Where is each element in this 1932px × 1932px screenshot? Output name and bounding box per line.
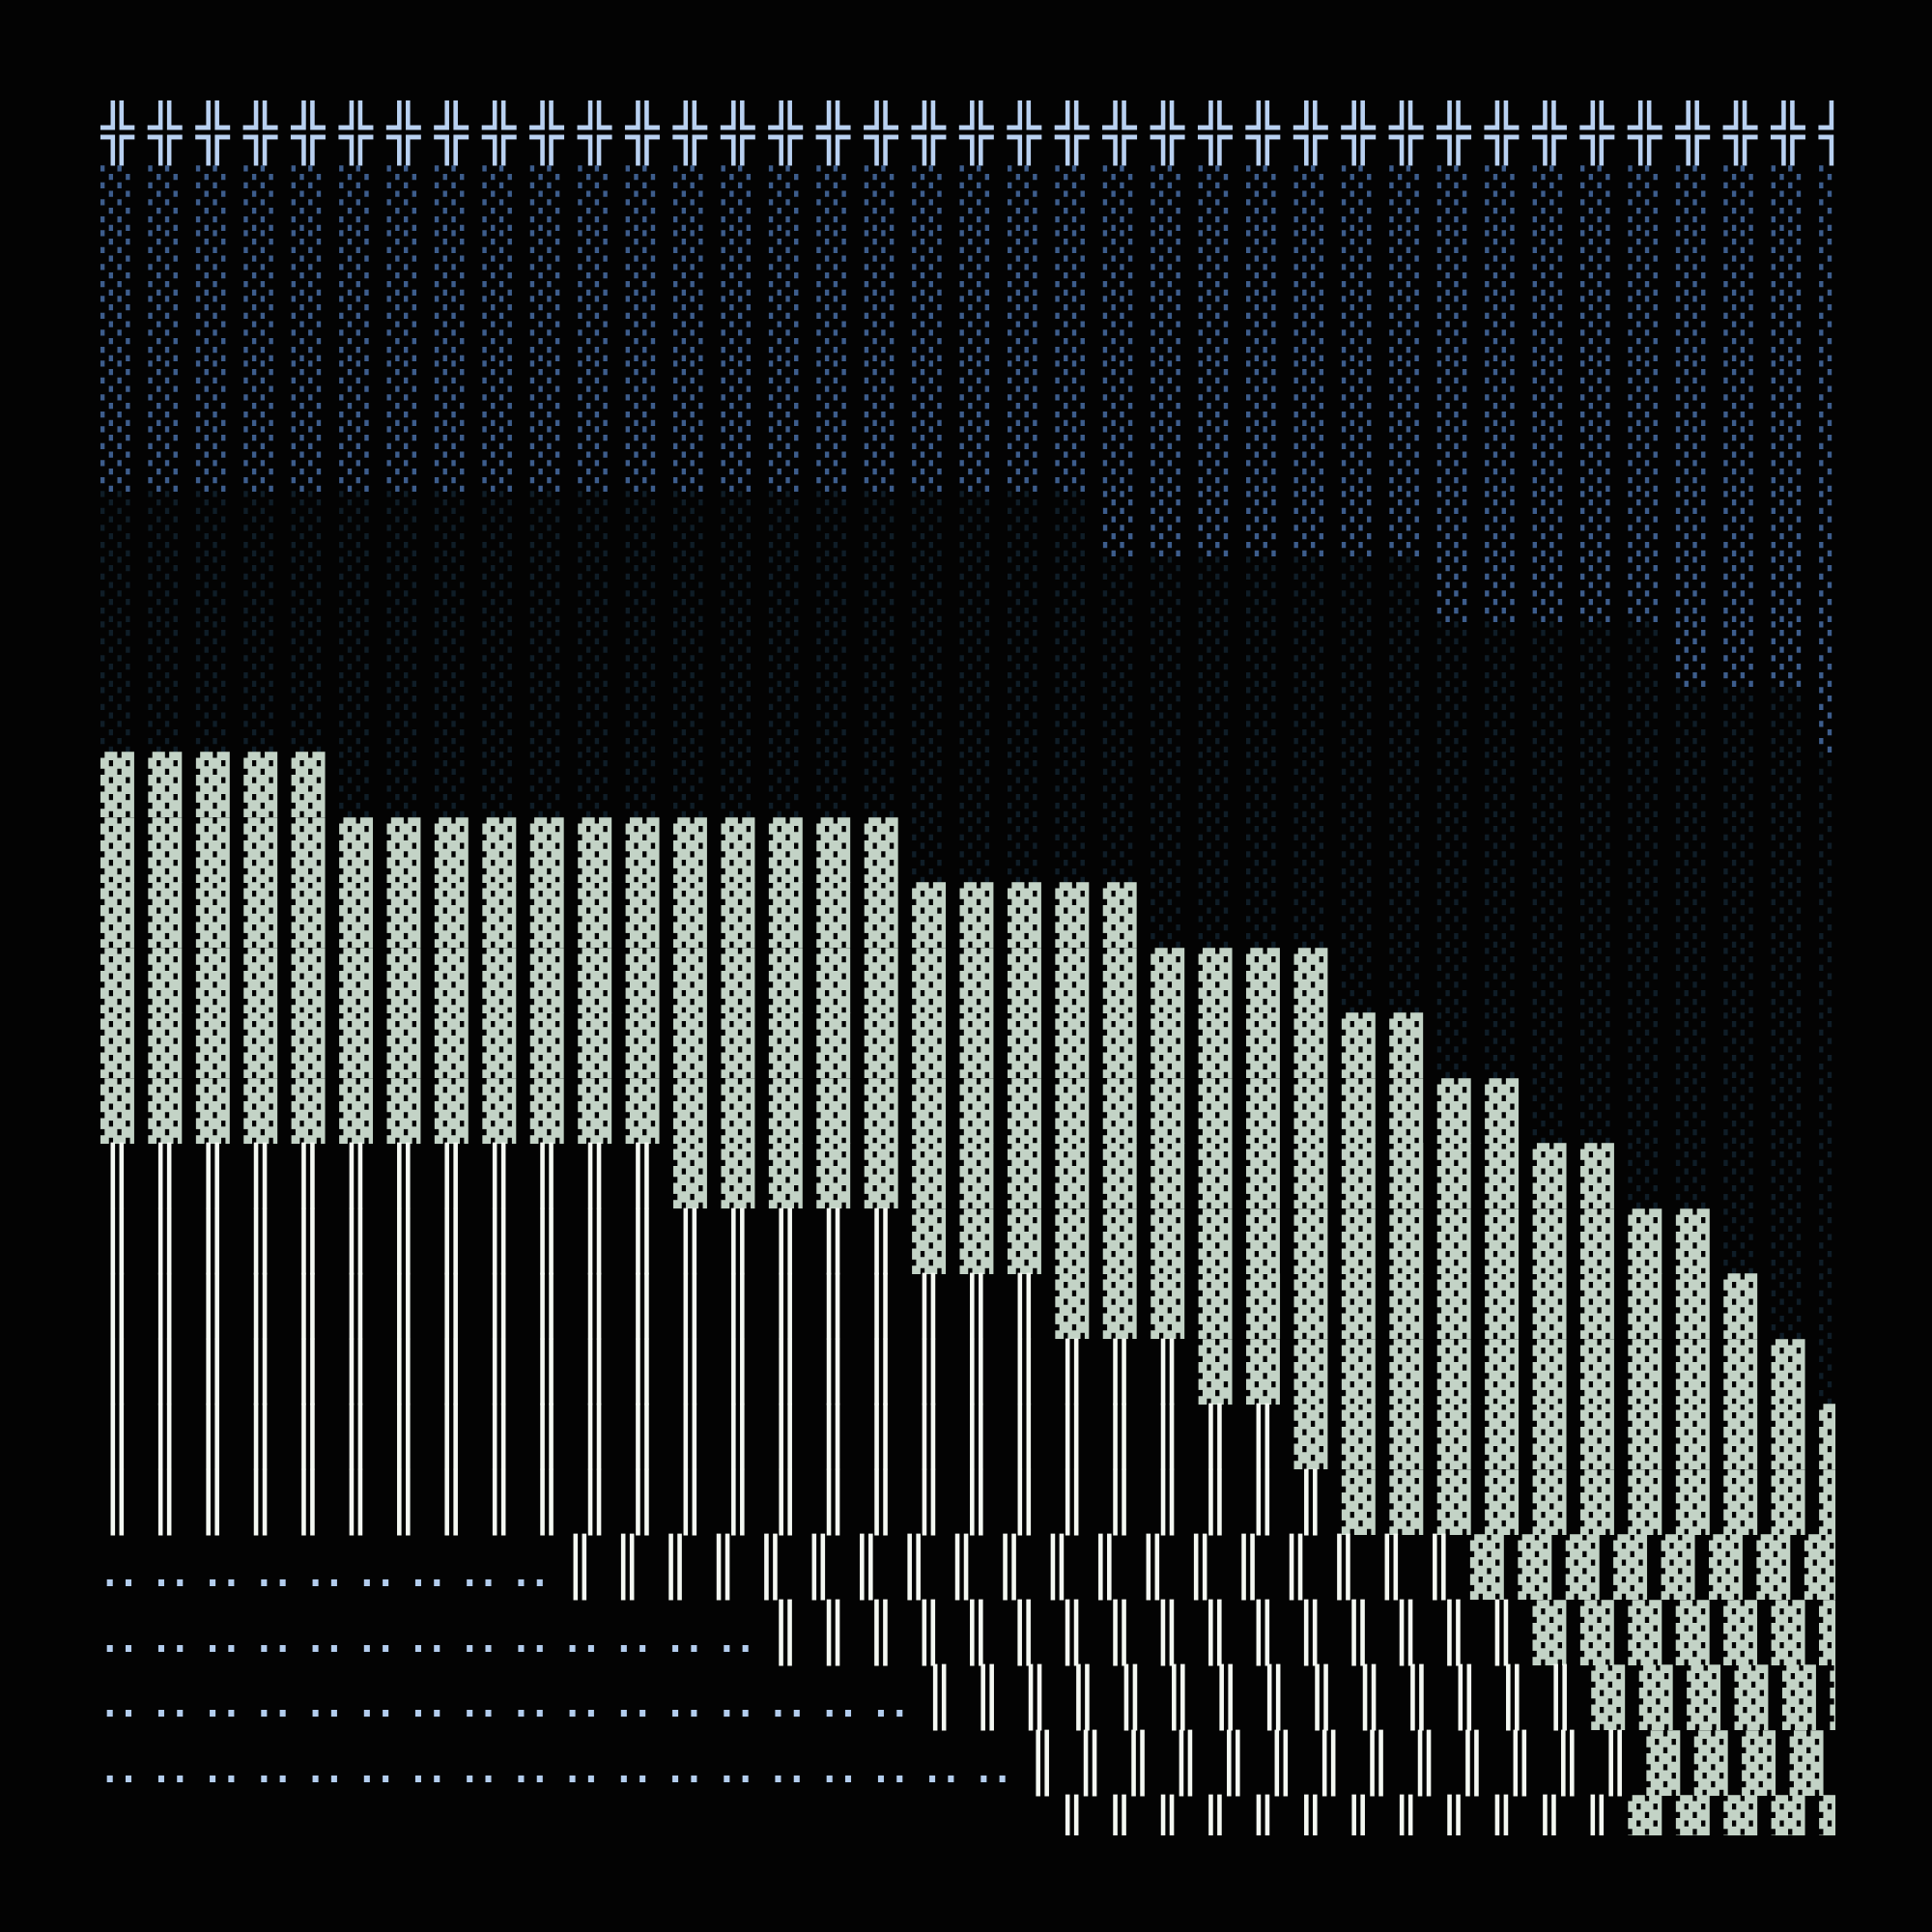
double-bar-glyph-run: ║║║║║║║║║║║║║║║║║║║║║║║║║║ bbox=[100, 1468, 1342, 1535]
double-bar-glyph-run: ║║║║║║║║║║║║║ bbox=[1025, 1729, 1647, 1796]
art-row: ║║║║║║║║║║║║║║║║║▓▓▓▓▓▓▓▓▓▓▓▓▓▓▓▓▓░░░ bbox=[100, 1208, 1835, 1275]
light-shade-glyph-run: ░░░░░░░░░░░░░░░░░░░░ bbox=[912, 816, 1835, 883]
dark-shade-glyph-run: ▓▓▓▓▓▓ bbox=[1646, 1729, 1835, 1796]
character-art-grid: ╬╬╬╬╬╬╬╬╬╬╬╬╬╬╬╬╬╬╬╬╬╬╬╬╬╬╬╬╬╬╬╬╬╬╬╬╬ ░░░… bbox=[100, 100, 1835, 1835]
art-row: ‥‥‥‥‥‥‥‥‥║║║║║║║║║║║║║║║║║║║▓▓▓▓▓▓▓▓▓ bbox=[100, 1534, 1835, 1601]
double-bar-glyph-run: ║║║║║║║║║║║║║║║║║║║║ bbox=[100, 1273, 1056, 1339]
double-bar-glyph-run: ║║║║║║║║║║║║ bbox=[100, 1143, 674, 1208]
dark-shade-glyph-run: ▓▓▓▓▓ bbox=[100, 752, 340, 817]
double-bar-glyph-run: ║║║║║║║║║║║║║║ bbox=[923, 1664, 1592, 1730]
light-shade-glyph-run: ░░░░░░░░░░░░░░░░░░░░░░░░░░░░░░░░░░░░░ bbox=[100, 164, 1835, 231]
art-row: ▓▓▓▓▓▓▓▓▓▓▓▓▓▓▓▓▓▓▓▓▓▓▓▓▓▓░░░░░░░░░░░ bbox=[100, 947, 1835, 1014]
dark-shade-glyph-run: ▓▓▓▓▓▓▓▓▓▓▓▓▓▓▓▓▓▓▓▓ bbox=[673, 1143, 1629, 1208]
double-bar-glyph-run: ║║║║║║║║║║║║║║║║ bbox=[768, 1599, 1533, 1665]
art-row: ▓▓▓▓▓▓▓▓▓▓▓▓▓▓▓▓▓░░░░░░░░░░░░░░░░░░░░ bbox=[100, 816, 1835, 884]
dots-glyph-run: ‥‥‥‥‥‥‥‥‥‥‥‥‥‥‥‥ bbox=[100, 1664, 923, 1730]
light-shade-glyph-run: ░░░░░░░ bbox=[1532, 1077, 1835, 1144]
light-shade-glyph-run: ░░░░░░░░░░░░░░░░░░░░░░░░░░░░░░░░░ bbox=[100, 621, 1676, 687]
art-row: ‥‥‥‥‥‥‥‥‥‥‥‥‥║║║║║║║║║║║║║║║║▓▓▓▓▓▓▓▓ bbox=[100, 1599, 1835, 1666]
art-row: ░░░░░░░░░░░░░░░░░░░░░░░░░░░░░░░░░░░░░ bbox=[100, 295, 1835, 362]
dark-shade-glyph-run: ▓▓▓▓▓ bbox=[1628, 1795, 1835, 1835]
blank-run bbox=[100, 1795, 1055, 1835]
light-shade-glyph-run: ░░░░░░░░░░░░░░░░░░░░░ bbox=[100, 491, 1103, 556]
light-shade-glyph-run: ░ bbox=[1819, 1339, 1835, 1405]
double-bar-glyph-run: ║║║║║║║║║║║║║║║║║ bbox=[100, 1208, 913, 1274]
dark-shade-glyph-run: ▓▓▓▓▓▓▓▓▓▓▓▓▓▓▓▓▓▓▓▓▓▓▓▓▓▓ bbox=[100, 947, 1342, 1013]
dark-shade-glyph-run: ▓▓▓▓▓▓▓▓▓▓▓▓▓▓▓ bbox=[1055, 1273, 1772, 1339]
art-row: ║║║║║║║║║║║║║║║║║║║║║║║║║▓▓▓▓▓▓▓▓▓▓▓▓ bbox=[100, 1404, 1835, 1470]
dark-shade-glyph-run: ▓▓▓▓▓▓▓▓▓ bbox=[1469, 1534, 1835, 1600]
dark-shade-glyph-run: ▓▓▓▓▓▓▓▓▓▓▓▓▓▓▓▓▓ bbox=[100, 816, 913, 883]
light-shade-glyph-run: ░░░░░░░░░░░░░░░░░░░░░░░░░░░░ bbox=[100, 555, 1437, 622]
light-shade-glyph-run: ░░░░░░░░░░░░░░░░░░░░░░░░░░░░░░░░░░░░░ bbox=[100, 360, 1835, 426]
dark-shade-glyph-run: ▓▓▓▓▓▓▓▓▓▓▓▓ bbox=[1293, 1404, 1835, 1469]
double-bar-glyph-run: ║║║║║║║║║║║║ bbox=[1055, 1795, 1629, 1835]
art-row: ▓▓▓▓▓▓▓▓▓▓▓▓▓▓▓▓▓▓▓▓▓▓▓▓▓▓▓▓░░░░░░░░░ bbox=[100, 1012, 1835, 1079]
art-row: ▓▓▓▓▓▓▓▓▓▓▓▓▓▓▓▓▓▓▓▓▓▓▓▓▓▓▓▓▓▓░░░░░░░ bbox=[100, 1077, 1835, 1145]
dark-shade-glyph-run: ▓▓▓▓▓▓▓▓▓▓▓▓▓▓▓▓▓▓▓▓▓▓▓▓▓▓▓▓ bbox=[100, 1012, 1437, 1078]
dots-glyph-run: ‥‥‥‥‥‥‥‥‥‥‥‥‥‥‥‥‥‥ bbox=[100, 1729, 1026, 1796]
light-shade-glyph-run: ░░░░░░░░░░░ bbox=[1341, 947, 1835, 1013]
art-row: ║║║║║║║║║║║║║║║║║║║║║║║▓▓▓▓▓▓▓▓▓▓▓▓▓░ bbox=[100, 1338, 1835, 1406]
dark-shade-glyph-run: ▓▓▓▓▓▓▓▓▓▓▓ bbox=[1341, 1468, 1835, 1535]
art-row: ░░░░░░░░░░░░░░░░░░░░░░░░░░░░░░░░░░░░░ bbox=[100, 360, 1835, 427]
art-row: ░░░░░░░░░░░░░░░░░░░░░░░░░░░░░░░░░░░░░ bbox=[100, 686, 1835, 753]
double-bar-glyph-run: ║║║║║║║║║║║║║║║║║║║║║║║║║ bbox=[100, 1404, 1294, 1469]
art-row: ░░░░░░░░░░░░░░░░░░░░░░░░░░░░░░░░░░░░░ bbox=[100, 621, 1835, 688]
art-row: ║║║║║║║║║║║║║║║║║║║║▓▓▓▓▓▓▓▓▓▓▓▓▓▓▓░░ bbox=[100, 1273, 1835, 1340]
art-row: ░░░░░░░░░░░░░░░░░░░░░░░░░░░░░░░░░░░░░ bbox=[100, 230, 1835, 297]
art-row: ‥‥‥‥‥‥‥‥‥‥‥‥‥‥‥‥║║║║║║║║║║║║║║▓▓▓▓▓▓▓ bbox=[100, 1664, 1835, 1731]
art-row: ║║║║║║║║║║║║║║║║║║║║║║║║║║▓▓▓▓▓▓▓▓▓▓▓ bbox=[100, 1468, 1835, 1536]
art-row: ‥‥‥‥‥‥‥‥‥‥‥‥‥‥‥‥‥‥║║║║║║║║║║║║║▓▓▓▓▓▓ bbox=[100, 1729, 1835, 1797]
art-row: ║║║║║║║║║║║║▓▓▓▓▓▓▓▓▓▓▓▓▓▓▓▓▓▓▓▓░░░░░ bbox=[100, 1143, 1835, 1209]
light-shade-glyph-run: ░░░░░░░░░░░░░░░ bbox=[1151, 882, 1835, 948]
light-shade-glyph-run: ░ bbox=[1819, 687, 1835, 753]
dark-shade-glyph-run: ▓▓▓▓▓▓▓▓▓▓▓▓▓ bbox=[1198, 1338, 1820, 1405]
art-row: ░░░░░░░░░░░░░░░░░░░░░░░░░░░░░░░░░░░░░ bbox=[100, 164, 1835, 232]
art-row: ░░░░░░░░░░░░░░░░░░░░░░░░░░░░░░░░░░░░░ bbox=[100, 425, 1835, 493]
light-shade-glyph-run: ░░░░░░░░░░░░░░░░░░░░░░░░░░░░░░░░░░░░░ bbox=[100, 230, 1835, 296]
light-shade-glyph-run: ░░ bbox=[1771, 1273, 1835, 1339]
double-bar-glyph-run: ║║║║║║║║║║║║║║║║║║║║║║║ bbox=[100, 1338, 1199, 1405]
light-shade-glyph-run: ░░░░░░░░░ bbox=[1436, 1012, 1835, 1078]
light-shade-glyph-run: ░░░ bbox=[1723, 1208, 1835, 1274]
light-shade-glyph-run: ░░░░░░░░░░░░░░░░ bbox=[1102, 491, 1835, 556]
art-row: ░░░░░░░░░░░░░░░░░░░░░░░░░░░░░░░░░░░░░ bbox=[100, 555, 1835, 623]
double-bar-glyph-run: ║║║║║║║║║║║║║║║║║║║ bbox=[562, 1534, 1470, 1600]
light-shade-glyph-run: ░░░░░░░░░░░░░░░░░░░░░░░░░░░░░░░░░░░░░ bbox=[100, 425, 1835, 492]
dark-shade-glyph-run: ▓▓▓▓▓▓▓▓▓▓▓▓▓▓▓▓▓▓▓▓▓▓▓▓▓▓▓▓▓▓ bbox=[100, 1077, 1533, 1144]
light-shade-glyph-run: ░░░░░░░░░░░░░░░░░░░░░░░░░░░░░░░░ bbox=[339, 752, 1835, 817]
light-shade-glyph-run: ░░░░░░░░░░░░░░░░░░░░░░░░░░░░░░░░░░░░░ bbox=[100, 295, 1835, 361]
light-shade-glyph-run: ░░░░░░░░░ bbox=[1436, 555, 1835, 622]
light-shade-glyph-run: ░░░░ bbox=[1675, 621, 1835, 687]
light-shade-glyph-run: ░░░░░░░░░░░░░░░░░░░░░░░░░░░░░░░░░░░░ bbox=[100, 686, 1820, 753]
dark-shade-glyph-run: ▓▓▓▓▓▓▓▓▓▓▓▓▓▓▓▓▓ bbox=[912, 1208, 1724, 1274]
dots-glyph-run: ‥‥‥‥‥‥‥‥‥ bbox=[100, 1534, 563, 1600]
art-row: ╬╬╬╬╬╬╬╬╬╬╬╬╬╬╬╬╬╬╬╬╬╬╬╬╬╬╬╬╬╬╬╬╬╬╬╬╬ bbox=[100, 100, 1835, 166]
dark-shade-glyph-run: ▓▓▓▓▓▓▓ bbox=[1591, 1664, 1835, 1730]
art-row: ▓▓▓▓▓░░░░░░░░░░░░░░░░░░░░░░░░░░░░░░░░ bbox=[100, 752, 1835, 818]
art-row: ░░░░░░░░░░░░░░░░░░░░░░░░░░░░░░░░░░░░░ bbox=[100, 491, 1835, 557]
dark-shade-glyph-run: ▓▓▓▓▓▓▓▓▓▓▓▓▓▓▓▓▓▓▓▓▓▓ bbox=[100, 882, 1151, 948]
light-shade-glyph-run: ░░░░░ bbox=[1628, 1143, 1835, 1208]
art-row: ║║║║║║║║║║║║▓▓▓▓▓ bbox=[100, 1795, 1835, 1835]
dark-shade-glyph-run: ▓▓▓▓▓▓▓▓ bbox=[1532, 1599, 1835, 1665]
dots-glyph-run: ‥‥‥‥‥‥‥‥‥‥‥‥‥ bbox=[100, 1599, 769, 1665]
art-row: ▓▓▓▓▓▓▓▓▓▓▓▓▓▓▓▓▓▓▓▓▓▓░░░░░░░░░░░░░░░ bbox=[100, 882, 1835, 949]
cross-glyph-run: ╬╬╬╬╬╬╬╬╬╬╬╬╬╬╬╬╬╬╬╬╬╬╬╬╬╬╬╬╬╬╬╬╬╬╬╬╬ bbox=[100, 100, 1835, 165]
